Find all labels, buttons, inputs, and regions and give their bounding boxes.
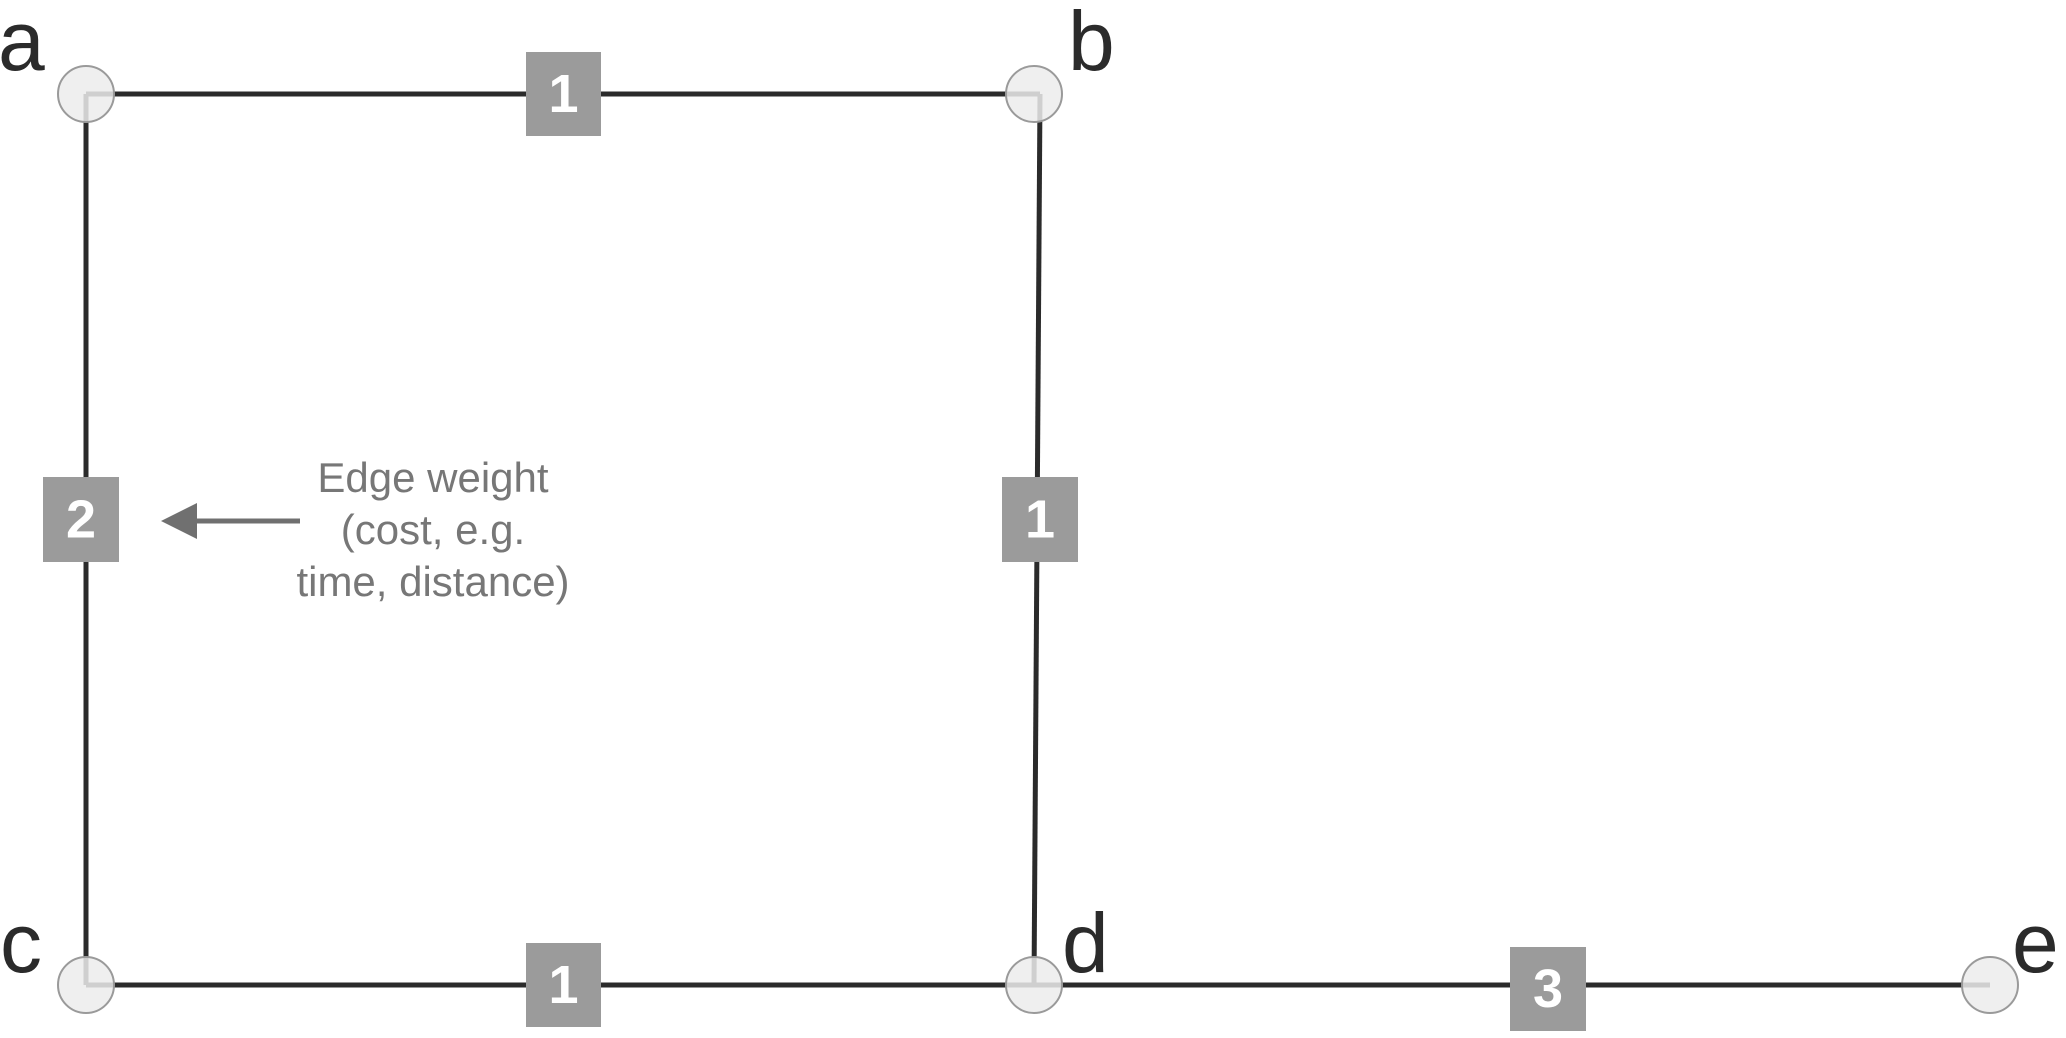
weight-label-a-b: 1 <box>548 64 578 124</box>
weight-badge-d-e: 3 <box>1510 947 1586 1031</box>
node-label-e: e <box>2012 896 2059 990</box>
weight-badge-a-b: 1 <box>526 52 601 136</box>
weight-badge-b-d: 1 <box>1002 477 1078 562</box>
node-d <box>1005 956 1063 1014</box>
annotation: Edge weight (cost, e.g. time, distance) <box>296 454 569 605</box>
node-e <box>1961 956 2019 1014</box>
weight-label-b-d: 1 <box>1025 490 1055 550</box>
node-labels: a b c d e <box>0 0 2059 990</box>
node-label-a: a <box>0 0 45 88</box>
annotation-line-2: (cost, e.g. <box>341 506 525 553</box>
node-c <box>57 956 115 1014</box>
node-b <box>1005 65 1063 123</box>
weight-label-d-e: 3 <box>1533 959 1563 1019</box>
weight-label-a-c: 2 <box>66 490 96 550</box>
annotation-line-3: time, distance) <box>296 558 569 605</box>
node-a <box>57 65 115 123</box>
annotation-arrow <box>161 503 300 539</box>
nodes <box>57 65 2019 1014</box>
weight-badges: 1 2 1 1 3 <box>43 52 1586 1031</box>
node-label-d: d <box>1062 896 1109 990</box>
arrow-head-icon <box>161 503 197 539</box>
node-label-c: c <box>0 896 42 990</box>
weight-badge-c-d: 1 <box>526 943 601 1027</box>
node-label-b: b <box>1068 0 1115 88</box>
weight-badge-a-c: 2 <box>43 477 119 562</box>
weight-label-c-d: 1 <box>548 955 578 1015</box>
annotation-line-1: Edge weight <box>317 454 548 501</box>
